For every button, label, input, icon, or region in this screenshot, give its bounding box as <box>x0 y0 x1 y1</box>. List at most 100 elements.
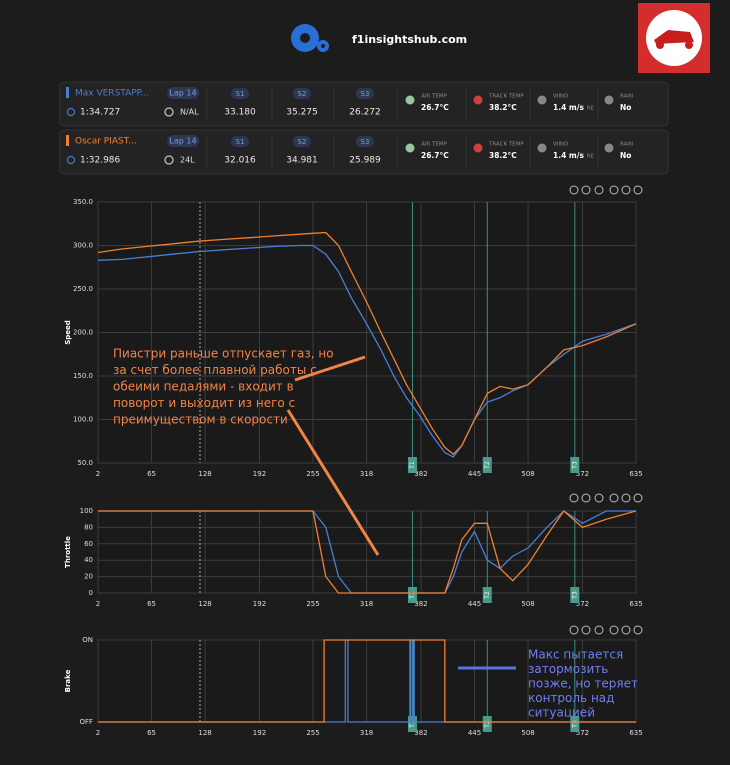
driver-card <box>59 129 669 175</box>
site-name: f1insightshub.com <box>352 33 467 46</box>
lap-time: 1:32.986 <box>80 156 121 166</box>
sector-time: 35.275 <box>286 108 318 118</box>
x-tick-label: 382 <box>414 729 427 737</box>
y-tick-label: 200.0 <box>73 329 93 337</box>
x-tick-label: 65 <box>147 600 156 608</box>
weather-unit: NE <box>587 106 594 112</box>
series-line <box>98 510 637 594</box>
annotation-text: за счет более плавной работы с <box>113 363 317 377</box>
weather-label: AIR TEMP <box>421 142 448 148</box>
weather-label: TRACK TEMP <box>488 142 524 148</box>
x-tick-label: 508 <box>521 600 534 608</box>
x-tick-label: 635 <box>629 729 642 737</box>
turn-badge <box>482 716 492 732</box>
toolbar-button[interactable] <box>621 185 631 195</box>
weather-icon <box>604 143 614 153</box>
weather-icon <box>537 95 547 105</box>
x-tick-label: 635 <box>629 600 642 608</box>
weather-icon <box>405 95 415 105</box>
toolbar-button[interactable] <box>621 493 631 503</box>
y-tick-label: 0 <box>89 589 93 597</box>
driver-name: Oscar PIAST... <box>75 137 137 147</box>
turn-label: T1 <box>409 591 416 600</box>
turn-label: T2 <box>484 720 491 729</box>
annotation-text: позже, но теряет <box>528 677 638 691</box>
y-tick-label: 100 <box>80 507 93 515</box>
toolbar-button[interactable] <box>594 625 604 635</box>
turn-label: T3 <box>571 461 578 470</box>
weather-value: 38.2°C <box>489 103 517 112</box>
toolbar-button[interactable] <box>569 493 579 503</box>
toolbar-button[interactable] <box>621 625 631 635</box>
y-tick-label: 150.0 <box>73 372 93 380</box>
turn-badge <box>570 587 580 603</box>
toolbar-button[interactable] <box>581 625 591 635</box>
x-tick-label: 192 <box>253 470 266 478</box>
weather-icon <box>537 143 547 153</box>
lap-time: 1:34.727 <box>80 108 120 118</box>
weather-value: 1.4 m/s <box>553 151 584 160</box>
series-line <box>98 639 636 723</box>
toolbar-button[interactable] <box>609 493 619 503</box>
toolbar-button[interactable] <box>581 185 591 195</box>
weather-unit: NE <box>587 154 594 160</box>
annotation-text: Пиастри раньше отпускает газ, но <box>113 347 334 361</box>
toolbar-button[interactable] <box>594 493 604 503</box>
sector-label: S2 <box>298 90 307 98</box>
lap-badge <box>167 87 199 99</box>
toolbar-button[interactable] <box>609 185 619 195</box>
y-tick-label: 250.0 <box>73 285 93 293</box>
sector-badge <box>231 136 249 147</box>
y-tick-label: 80 <box>84 523 93 531</box>
y-tick-label: 300.0 <box>73 242 93 250</box>
x-tick-label: 2 <box>96 600 100 608</box>
x-tick-label: 318 <box>360 729 373 737</box>
x-tick-label: 2 <box>96 470 100 478</box>
weather-label: RAIN <box>620 94 633 100</box>
sector-time: 33.180 <box>224 108 256 118</box>
lap-badge <box>167 135 199 147</box>
weather-icon <box>405 143 415 153</box>
annotation-arrows <box>286 355 516 670</box>
weather-icon <box>604 95 614 105</box>
tyre-icon <box>164 107 174 117</box>
turn-label: T3 <box>571 591 578 600</box>
toolbar-button[interactable] <box>609 625 619 635</box>
weather-value: No <box>620 151 631 160</box>
weather-label: WIND <box>553 142 568 148</box>
sector-badge <box>356 88 374 99</box>
sector-label: S3 <box>361 138 370 146</box>
annotation-text: контроль над <box>528 691 614 705</box>
toolbar-button[interactable] <box>581 493 591 503</box>
sector-time: 26.272 <box>349 108 381 118</box>
sector-badge <box>293 136 311 147</box>
toolbar-button[interactable] <box>633 185 643 195</box>
annotation-text: поворот и выходит из него с <box>113 396 295 410</box>
toolbar-button[interactable] <box>633 493 643 503</box>
y-axis-title: Throttle <box>64 536 72 568</box>
toolbar-button[interactable] <box>569 625 579 635</box>
turn-badge <box>570 716 580 732</box>
sector-label: S1 <box>236 138 245 146</box>
annotation-text: затормозить <box>528 662 608 676</box>
turn-label: T3 <box>571 720 578 729</box>
toolbar-button[interactable] <box>594 185 604 195</box>
weather-value: 26.7°C <box>421 151 449 160</box>
tyre: N/AL <box>180 108 199 117</box>
x-tick-label: 445 <box>468 470 481 478</box>
clock-icon <box>67 156 75 164</box>
sector-badge <box>293 88 311 99</box>
x-tick-label: 65 <box>147 470 156 478</box>
series-line <box>97 231 637 456</box>
x-tick-label: 572 <box>576 600 589 608</box>
turn-badge <box>482 457 492 473</box>
weather-label: AIR TEMP <box>421 94 448 100</box>
x-tick-label: 445 <box>468 600 481 608</box>
x-tick-label: 445 <box>468 729 481 737</box>
x-tick-label: 382 <box>414 600 427 608</box>
toolbar-button[interactable] <box>633 625 643 635</box>
weather-value: 38.2°C <box>489 151 517 160</box>
toolbar-button[interactable] <box>569 185 579 195</box>
sector-label: S2 <box>298 138 307 146</box>
